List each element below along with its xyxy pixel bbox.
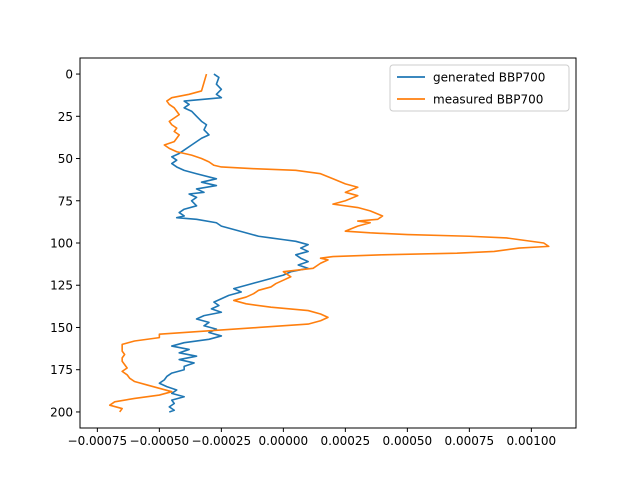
legend-label: generated BBP700	[433, 71, 545, 85]
y-tick-label: 175	[50, 363, 73, 377]
axes-frame	[79, 57, 577, 429]
y-axis-ticks: 0 25 50 75 100 125 150 175 200	[50, 68, 80, 419]
x-tick-label: 0.00075	[445, 434, 495, 448]
x-tick-label: −0.00075	[68, 434, 128, 448]
plot-area	[108, 73, 550, 413]
legend: generated BBP700 measured BBP700	[389, 64, 570, 112]
x-tick-label: 0.00025	[321, 434, 371, 448]
y-tick-label: 150	[50, 321, 73, 335]
x-tick-label: −0.00050	[130, 434, 190, 448]
x-tick-label: 0.00050	[383, 434, 433, 448]
y-tick-label: 75	[58, 194, 73, 208]
y-tick-label: 200	[50, 405, 73, 419]
y-tick-label: 100	[50, 237, 73, 251]
x-tick-label: 0.00100	[507, 434, 557, 448]
y-tick-label: 50	[58, 152, 73, 166]
legend-box	[389, 64, 570, 112]
legend-label: measured BBP700	[433, 93, 543, 107]
series-line-generated	[158, 73, 309, 413]
x-tick-label: 0.00000	[259, 434, 309, 448]
y-tick-label: 25	[58, 110, 73, 124]
x-axis-ticks: −0.00075 −0.00050 −0.00025 0.00000 0.00025 0.…	[68, 428, 557, 448]
y-tick-label: 125	[50, 279, 73, 293]
series-line-measured	[108, 73, 550, 413]
y-tick-label: 0	[65, 68, 73, 82]
x-tick-label: −0.00025	[192, 434, 252, 448]
